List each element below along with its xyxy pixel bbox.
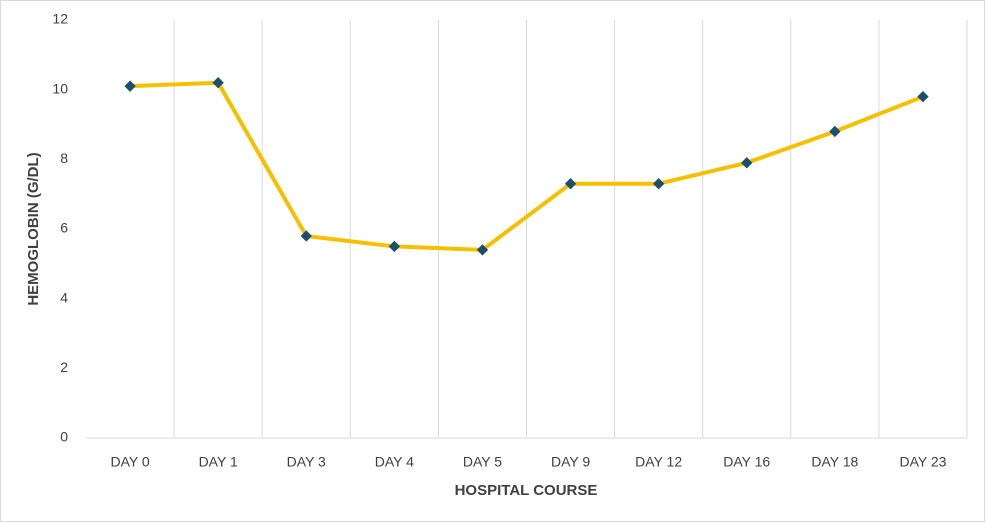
y-tick-label: 4 xyxy=(60,289,68,305)
marker xyxy=(652,178,665,190)
x-tick-label: DAY 16 xyxy=(723,454,770,470)
x-tick-label: DAY 3 xyxy=(287,454,326,470)
line xyxy=(129,80,924,252)
marker xyxy=(388,240,401,253)
marker xyxy=(741,157,753,169)
x-axis-title: HOSPITAL COURSE xyxy=(455,482,598,499)
y-tick-label: 2 xyxy=(60,359,68,375)
y-tick-label: 8 xyxy=(60,150,68,166)
y-axis-title: HEMOGLOBIN (G/DL) xyxy=(25,152,42,305)
x-tick-label: DAY 18 xyxy=(811,454,858,470)
y-tick-label: 6 xyxy=(60,220,68,236)
marker xyxy=(829,125,841,138)
y-tick-label: 10 xyxy=(52,80,68,96)
x-tick-label: DAY 9 xyxy=(551,454,590,470)
marker xyxy=(564,178,577,190)
marker xyxy=(476,244,489,256)
x-tick-label: DAY 23 xyxy=(899,454,946,470)
x-tick-label: DAY 4 xyxy=(375,454,414,470)
x-tick-label: DAY 12 xyxy=(635,454,682,470)
y-tick-label: 0 xyxy=(60,429,68,445)
y-tick-label: 12 xyxy=(52,11,68,27)
marker xyxy=(300,230,312,242)
x-tick-label: DAY 0 xyxy=(110,454,149,470)
x-tick-label: DAY 1 xyxy=(199,454,238,470)
x-tick-label: DAY 5 xyxy=(463,454,502,470)
